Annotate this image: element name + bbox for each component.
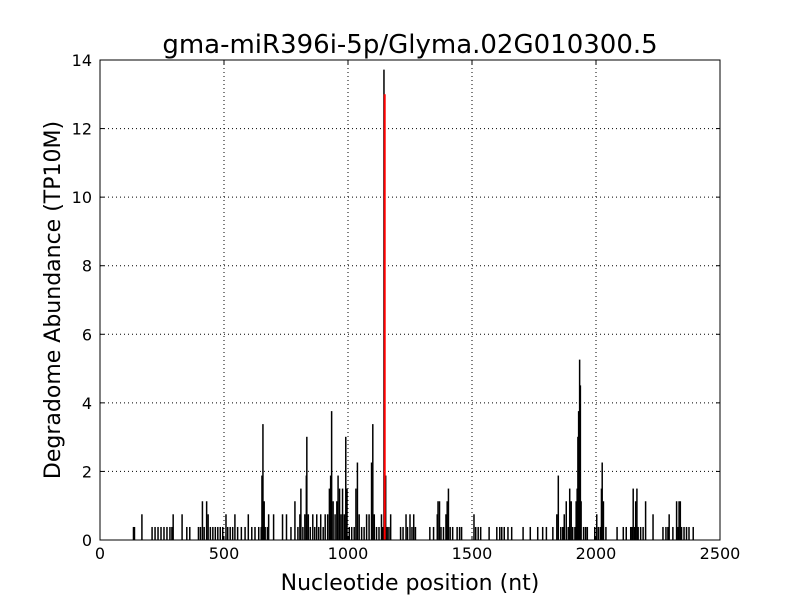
y-tick-label: 6 <box>82 325 92 344</box>
x-tick-label: 2000 <box>576 544 617 563</box>
y-tick-label: 2 <box>82 462 92 481</box>
x-tick-label: 0 <box>95 544 105 563</box>
y-tick-label: 4 <box>82 394 92 413</box>
plot-frame <box>99 59 721 541</box>
y-tick-label: 14 <box>72 51 92 70</box>
x-tick-label: 2500 <box>700 544 741 563</box>
y-tick-label: 12 <box>72 120 92 139</box>
y-tick-label: 10 <box>72 188 92 207</box>
x-axis-label: Nucleotide position (nt) <box>281 571 540 596</box>
y-tick-label: 0 <box>82 531 92 550</box>
x-tick-label: 1500 <box>452 544 493 563</box>
y-tick-label: 8 <box>82 257 92 276</box>
y-axis-label: Degradome Abundance (TP10M) <box>41 121 66 479</box>
bars <box>132 69 694 540</box>
ticks: 0 500 1000 1500 2000 2500 0 2 4 6 8 10 12 14 <box>72 51 741 563</box>
chart-title: gma-miR396i-5p/Glyma.02G010300.5 <box>162 30 657 60</box>
gridlines <box>100 60 720 540</box>
x-tick-label: 500 <box>209 544 240 563</box>
x-tick-label: 1000 <box>328 544 369 563</box>
